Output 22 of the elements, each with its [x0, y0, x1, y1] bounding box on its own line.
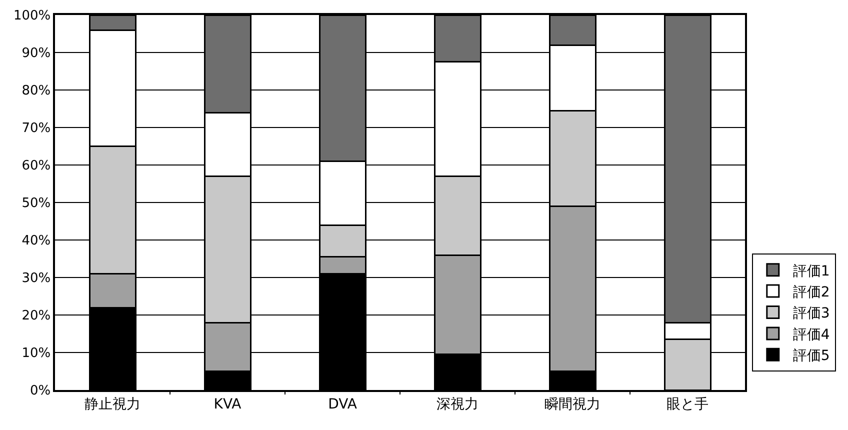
y-tick-label: 10% — [22, 346, 51, 362]
y-tick-label: 0% — [30, 384, 51, 399]
x-tick-label: 静止視力 — [84, 396, 140, 413]
y-tick-label: 30% — [22, 271, 51, 286]
legend-label: 評価4 — [792, 326, 830, 343]
y-tick-label: 90% — [22, 46, 51, 62]
x-tick-label: 深視力 — [436, 396, 478, 413]
y-tick-label: 20% — [22, 308, 51, 324]
x-tick-label: 瞬間視力 — [544, 396, 600, 413]
y-tick-label: 70% — [22, 121, 51, 136]
legend-label: 評価5 — [792, 348, 830, 364]
x-tick-label: 眼と手 — [666, 396, 708, 413]
y-tick-label: 100% — [13, 8, 51, 24]
legend-label: 評価3 — [792, 306, 830, 322]
y-tick-label: 50% — [22, 196, 51, 212]
x-tick-label: DVA — [328, 396, 358, 413]
y-tick-label: 60% — [22, 158, 51, 174]
x-tick-label: KVA — [214, 396, 242, 413]
y-tick-label: 40% — [22, 234, 51, 249]
y-tick-label: 80% — [22, 84, 51, 99]
legend-label: 評価2 — [792, 284, 830, 301]
legend-label: 評価1 — [792, 263, 830, 280]
